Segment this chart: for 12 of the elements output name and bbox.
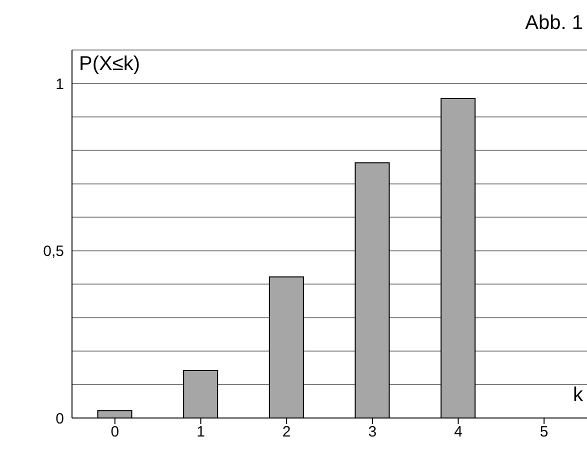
y-axis-title: P(X≤k) [79,52,140,76]
x-tick-label: 4 [454,424,462,441]
y-tick-label: 0 [56,410,64,428]
x-tick-label: 2 [282,424,291,441]
y-tick-label: 0,5 [43,243,64,260]
x-tick-label: 5 [540,424,548,441]
x-tick-label: 1 [196,424,205,441]
chart-title: Abb. 1 [525,12,583,35]
y-tick-label: 1 [56,76,64,93]
x-tick-label: 0 [110,424,120,441]
x-tick-label: 3 [368,424,377,441]
x-axis-title: k [573,383,583,407]
